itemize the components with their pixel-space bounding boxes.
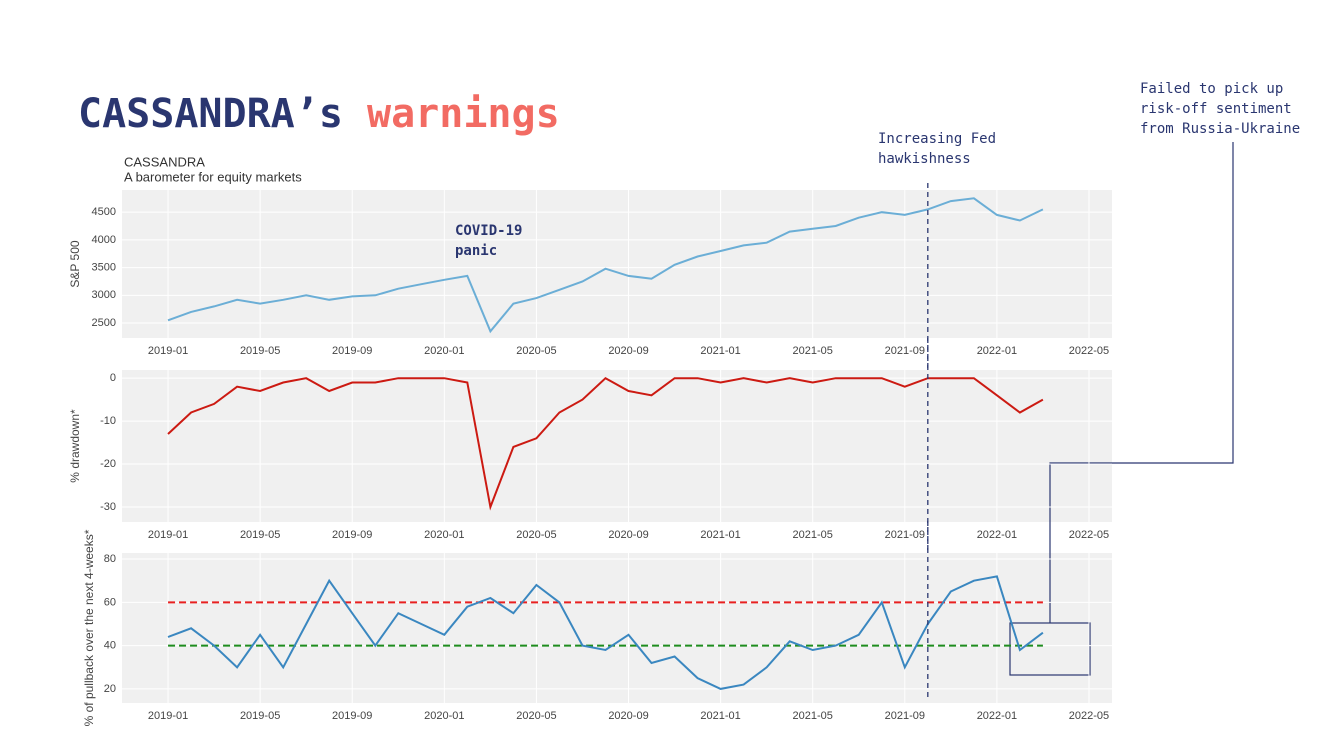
annotation: from Russia-Ukraine (1140, 121, 1300, 137)
x-tick-label: 2021-05 (793, 529, 833, 541)
x-tick-label: 2021-01 (700, 529, 740, 541)
plot-area (122, 370, 1112, 522)
x-tick-label: 2020-01 (424, 710, 464, 722)
y-tick-label: 80 (104, 553, 116, 565)
connector (1049, 142, 1234, 623)
y-tick-label: -10 (100, 415, 116, 427)
y-tick-label: 0 (110, 372, 116, 384)
y-tick-label: 2500 (92, 317, 116, 329)
chart-title: CASSANDRA (124, 154, 205, 169)
x-tick-label: 2019-09 (332, 345, 372, 357)
y-tick-label: 40 (104, 640, 116, 652)
y-axis-label: S&P 500 (68, 240, 82, 287)
x-tick-label: 2020-05 (516, 710, 556, 722)
annotation: Failed to pick up (1140, 81, 1283, 97)
y-tick-label: -20 (100, 458, 116, 470)
x-tick-label: 2019-05 (240, 345, 280, 357)
data-line (167, 575, 1044, 690)
annotation: risk-off sentiment (1140, 101, 1292, 117)
x-tick-label: 2019-09 (332, 529, 372, 541)
y-tick-label: 4000 (92, 234, 116, 246)
annotation: Increasing Fed (878, 131, 996, 147)
annotation: panic (455, 243, 497, 259)
y-axis-label: % drawdown* (68, 409, 82, 483)
y-tick-label: 60 (104, 596, 116, 608)
y-tick-label: 3500 (92, 262, 116, 274)
y-axis-label: % of pullback over the next 4-weeks* (82, 529, 96, 726)
x-tick-label: 2019-01 (148, 345, 188, 357)
x-tick-label: 2021-09 (885, 710, 925, 722)
x-tick-label: 2019-05 (240, 529, 280, 541)
x-tick-label: 2019-09 (332, 710, 372, 722)
chart-subtitle: A barometer for equity markets (124, 169, 302, 184)
y-tick-label: 20 (104, 683, 116, 695)
x-tick-label: 2020-09 (608, 345, 648, 357)
annotation: COVID-19 (455, 223, 522, 239)
x-tick-label: 2020-01 (424, 345, 464, 357)
x-tick-label: 2021-01 (700, 345, 740, 357)
x-tick-label: 2022-05 (1069, 529, 1109, 541)
annotation: hawkishness (878, 151, 971, 167)
x-tick-label: 2019-05 (240, 710, 280, 722)
x-tick-label: 2021-05 (793, 710, 833, 722)
y-tick-label: 4500 (92, 206, 116, 218)
title-part: warnings (367, 91, 560, 137)
x-tick-label: 2022-01 (977, 710, 1017, 722)
x-tick-label: 2022-05 (1069, 710, 1109, 722)
x-tick-label: 2021-09 (885, 345, 925, 357)
x-tick-label: 2022-05 (1069, 345, 1109, 357)
plot-area (122, 190, 1112, 338)
x-tick-label: 2021-05 (793, 345, 833, 357)
x-tick-label: 2019-01 (148, 529, 188, 541)
x-tick-label: 2020-09 (608, 710, 648, 722)
y-tick-label: 3000 (92, 289, 116, 301)
slide-title: CASSANDRA’s warnings (78, 91, 560, 137)
x-tick-label: 2019-01 (148, 710, 188, 722)
plot-area (122, 553, 1112, 703)
x-tick-label: 2020-05 (516, 345, 556, 357)
x-tick-label: 2020-05 (516, 529, 556, 541)
data-line (167, 197, 1044, 334)
y-tick-label: -30 (100, 501, 116, 513)
x-tick-label: 2021-01 (700, 710, 740, 722)
data-line (167, 376, 1044, 511)
highlight-box (1009, 622, 1091, 676)
x-tick-label: 2020-01 (424, 529, 464, 541)
x-tick-label: 2021-09 (885, 529, 925, 541)
x-tick-label: 2022-01 (977, 345, 1017, 357)
x-tick-label: 2022-01 (977, 529, 1017, 541)
title-part: CASSANDRA’s (78, 91, 343, 137)
x-tick-label: 2020-09 (608, 529, 648, 541)
